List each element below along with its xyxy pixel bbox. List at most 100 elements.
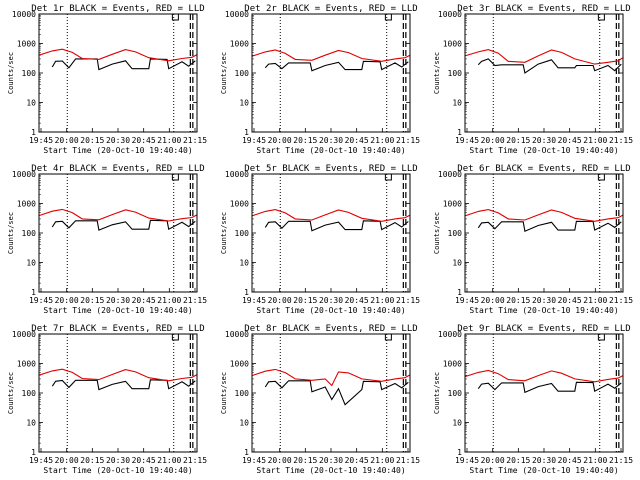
chart-title: Det 2r BLACK = Events, RED = LLD — [244, 4, 417, 14]
x-tick-label: 19:45 — [242, 296, 266, 305]
series-line-red — [251, 49, 411, 62]
x-tick-label: 20:15 — [293, 456, 317, 465]
y-tick-label: 10 — [26, 419, 36, 428]
y-tick-label: 1000 — [443, 40, 462, 49]
y-tick-label: 100 — [235, 69, 250, 78]
y-tick-label: 10000 — [438, 330, 462, 339]
x-tick-label: 20:15 — [80, 456, 104, 465]
y-axis-label: Counts/sec — [7, 212, 15, 254]
x-tick-label: 20:30 — [106, 136, 130, 145]
x-tick-label: 20:00 — [268, 456, 292, 465]
y-tick-label: 100 — [448, 229, 463, 238]
x-tick-label: 19:45 — [29, 456, 53, 465]
y-tick-label: 100 — [235, 389, 250, 398]
y-tick-label: 1 — [31, 448, 36, 457]
y-tick-label: 10000 — [225, 170, 249, 179]
chart-title: Det 7r BLACK = Events, RED = LLD — [31, 324, 204, 334]
x-tick-label: 21:00 — [157, 296, 181, 305]
chart-panel: Det 6r BLACK = Events, RED = LLD 1 10 100 10… — [433, 164, 633, 315]
y-tick-label: 1 — [31, 288, 36, 297]
x-tick-label: 20:00 — [268, 136, 292, 145]
x-axis-label: Start Time (20-Oct-10 19:40:40) — [256, 306, 405, 315]
series-line-red — [464, 369, 624, 383]
chart-panel: Det 9r BLACK = Events, RED = LLD 1 10 100 10… — [433, 324, 633, 475]
y-tick-label: 10 — [452, 419, 462, 428]
y-tick-label: 1 — [31, 128, 36, 137]
series-line-red — [464, 209, 624, 222]
y-axis-label: Counts/sec — [433, 372, 441, 414]
y-tick-label: 10 — [239, 259, 249, 268]
x-tick-label: 19:45 — [29, 296, 53, 305]
y-tick-label: 10 — [239, 99, 249, 108]
y-tick-label: 1000 — [17, 360, 36, 369]
x-tick-label: 20:45 — [345, 296, 369, 305]
time-marker-bracket — [171, 174, 179, 181]
x-tick-label: 20:45 — [132, 456, 156, 465]
x-axis-label: Start Time (20-Oct-10 19:40:40) — [43, 466, 192, 475]
time-marker-bracket — [171, 14, 179, 21]
y-tick-label: 10000 — [12, 10, 36, 19]
x-tick-label: 20:45 — [132, 296, 156, 305]
plot-frame — [464, 173, 624, 293]
x-tick-label: 21:15 — [396, 296, 420, 305]
x-tick-label: 21:15 — [609, 456, 633, 465]
y-tick-label: 1 — [244, 288, 249, 297]
x-tick-label: 20:45 — [345, 456, 369, 465]
x-tick-label: 20:00 — [481, 456, 505, 465]
x-tick-label: 20:45 — [345, 136, 369, 145]
x-axis-label: Start Time (20-Oct-10 19:40:40) — [469, 306, 618, 315]
plot-frame — [251, 333, 411, 453]
time-marker-bracket — [384, 334, 392, 341]
y-tick-label: 1000 — [230, 200, 249, 209]
x-tick-label: 19:45 — [242, 456, 266, 465]
x-tick-label: 21:00 — [370, 136, 394, 145]
chart-title: Det 6r BLACK = Events, RED = LLD — [457, 164, 630, 174]
x-tick-label: 20:30 — [532, 296, 556, 305]
x-tick-label: 20:15 — [506, 296, 530, 305]
series-line-red — [38, 368, 198, 382]
chart-title: Det 8r BLACK = Events, RED = LLD — [244, 324, 417, 334]
y-tick-label: 10000 — [225, 10, 249, 19]
y-tick-label: 10000 — [12, 170, 36, 179]
x-axis-label: Start Time (20-Oct-10 19:40:40) — [256, 146, 405, 155]
series-line-black — [51, 58, 196, 71]
x-axis-label: Start Time (20-Oct-10 19:40:40) — [43, 306, 192, 315]
x-tick-label: 21:15 — [609, 136, 633, 145]
x-tick-label: 19:45 — [455, 136, 479, 145]
time-marker-bracket — [597, 334, 605, 341]
chart-title: Det 3r BLACK = Events, RED = LLD — [457, 4, 630, 14]
x-tick-label: 21:15 — [396, 136, 420, 145]
x-tick-label: 20:30 — [319, 136, 343, 145]
chart-title: Det 9r BLACK = Events, RED = LLD — [457, 324, 630, 334]
x-tick-label: 20:00 — [55, 136, 79, 145]
x-tick-label: 19:45 — [455, 456, 479, 465]
y-axis-label: Counts/sec — [220, 372, 228, 414]
x-tick-label: 20:15 — [80, 296, 104, 305]
x-axis-label: Start Time (20-Oct-10 19:40:40) — [256, 466, 405, 475]
y-axis-label: Counts/sec — [7, 372, 15, 414]
x-tick-label: 20:30 — [106, 296, 130, 305]
y-tick-label: 10 — [239, 419, 249, 428]
time-marker-bracket — [384, 174, 392, 181]
series-line-black — [51, 219, 196, 231]
x-tick-label: 20:30 — [319, 456, 343, 465]
x-axis-label: Start Time (20-Oct-10 19:40:40) — [469, 146, 618, 155]
x-tick-label: 20:45 — [558, 136, 582, 145]
x-tick-label: 21:00 — [157, 136, 181, 145]
y-tick-label: 1000 — [443, 360, 462, 369]
x-tick-label: 21:00 — [583, 136, 607, 145]
y-tick-label: 1000 — [230, 40, 249, 49]
chart-panel: Det 7r BLACK = Events, RED = LLD 1 10 100 10… — [7, 324, 207, 475]
x-tick-label: 20:15 — [80, 136, 104, 145]
x-tick-label: 20:45 — [558, 456, 582, 465]
y-tick-label: 10 — [452, 99, 462, 108]
y-tick-label: 1000 — [17, 40, 36, 49]
x-tick-label: 21:15 — [183, 136, 207, 145]
x-tick-label: 20:15 — [506, 456, 530, 465]
x-tick-label: 20:45 — [558, 296, 582, 305]
x-tick-label: 20:00 — [481, 296, 505, 305]
x-tick-label: 20:45 — [132, 136, 156, 145]
x-tick-label: 20:15 — [293, 136, 317, 145]
series-line-red — [251, 368, 411, 387]
